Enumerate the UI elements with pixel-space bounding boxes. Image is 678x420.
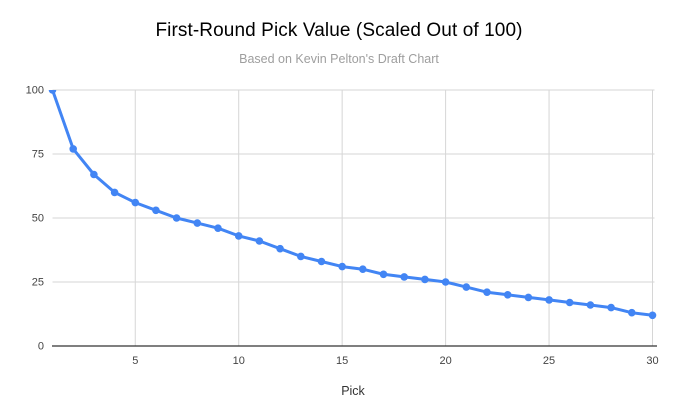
x-tick-label: 10 [233, 355, 245, 367]
y-tick-label: 75 [32, 149, 44, 161]
data-point [503, 291, 512, 299]
data-point [545, 296, 553, 304]
data-point [565, 298, 574, 307]
data-point [400, 273, 409, 281]
data-point [648, 311, 657, 320]
x-tick-label: 20 [439, 355, 451, 367]
data-point [172, 214, 181, 222]
data-point [379, 270, 388, 279]
data-point [524, 293, 533, 302]
data-point [441, 278, 450, 286]
data-point [255, 237, 264, 245]
data-point [586, 301, 595, 309]
y-tick-label: 100 [26, 85, 44, 97]
data-point [193, 219, 202, 227]
data-point [131, 198, 140, 207]
data-point [359, 265, 367, 274]
x-tick-label: 30 [646, 355, 658, 367]
data-point [110, 188, 119, 197]
data-point [48, 90, 57, 94]
y-tick-label: 0 [38, 341, 44, 353]
x-tick-label: 25 [543, 355, 555, 367]
data-point [483, 288, 491, 297]
y-tick-label: 50 [32, 213, 44, 225]
data-point [234, 232, 243, 240]
data-point [628, 308, 636, 317]
data-point [276, 244, 284, 253]
y-tick-label: 25 [32, 277, 44, 289]
chart-title: First-Round Pick Value (Scaled Out of 10… [155, 20, 523, 41]
data-point [421, 275, 429, 284]
data-point [69, 145, 77, 153]
data-point [214, 224, 222, 232]
data-point [90, 170, 98, 179]
data-point [338, 262, 347, 271]
data-point [607, 303, 615, 312]
data-point [297, 252, 305, 261]
chart-subtitle: Based on Kevin Pelton's Draft Chart [239, 52, 439, 66]
x-axis-title: Pick [341, 384, 365, 398]
x-tick-label: 15 [336, 355, 348, 367]
data-point [317, 257, 326, 266]
data-point [462, 283, 471, 291]
x-tick-label: 5 [132, 355, 138, 367]
data-point [152, 206, 160, 215]
